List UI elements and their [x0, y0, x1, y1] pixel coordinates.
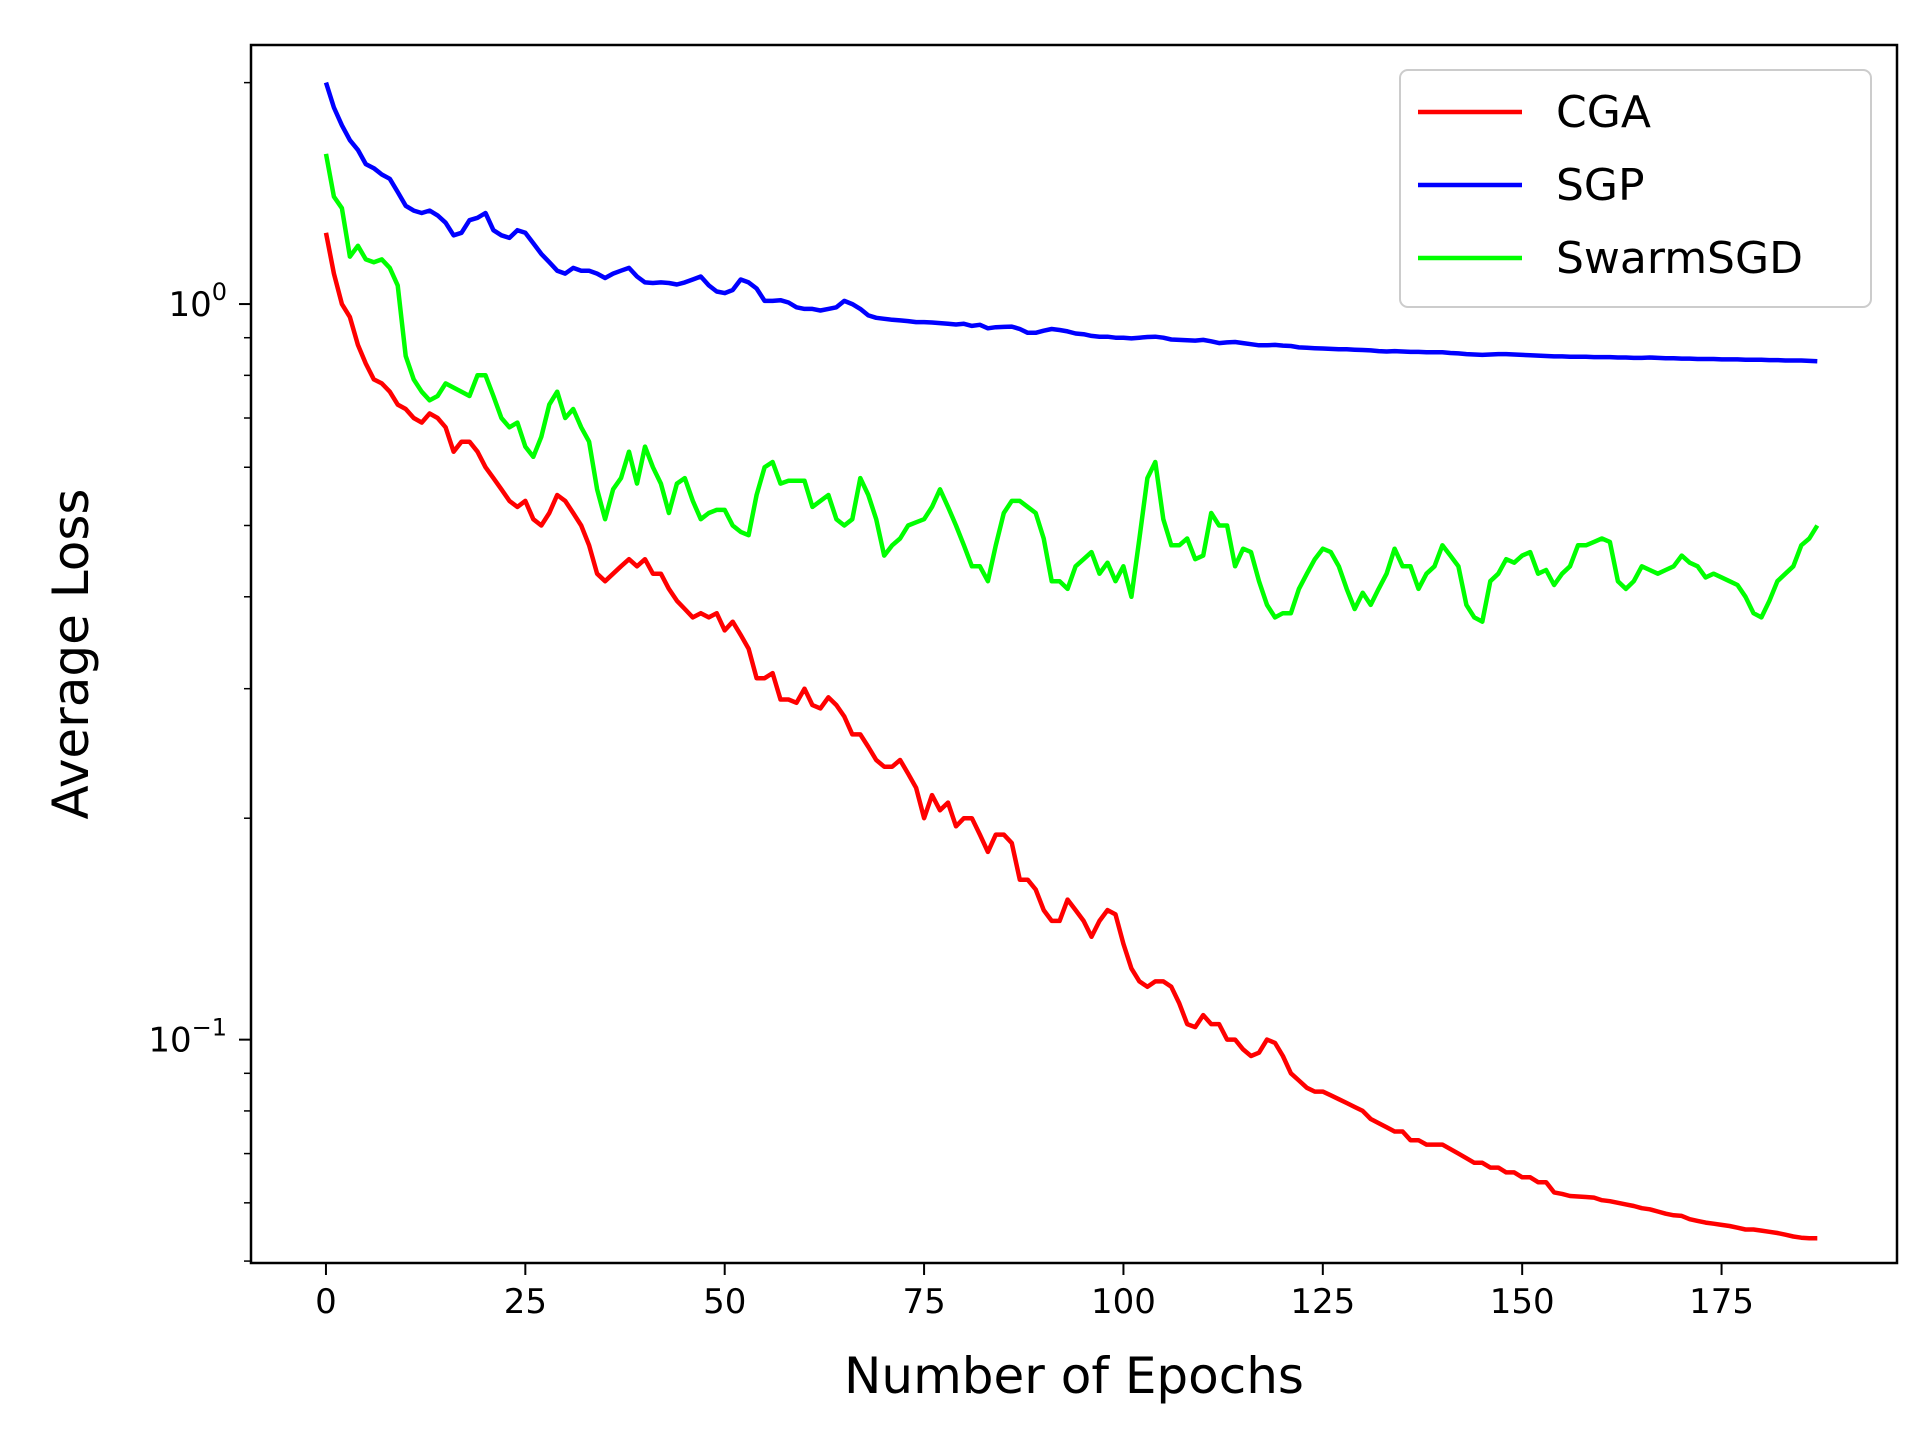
x-axis-title: Number of Epochs: [844, 1347, 1304, 1405]
x-tick-label: 175: [1689, 1282, 1754, 1322]
y-tick-label: 10−1: [148, 1014, 227, 1061]
x-tick-label: 0: [315, 1282, 337, 1322]
series-line-cga: [323, 232, 1818, 1241]
x-tick-label: 150: [1490, 1282, 1555, 1322]
y-axis-title: Average Loss: [42, 489, 100, 820]
legend-label-sgp: SGP: [1556, 160, 1645, 211]
x-tick-label: 125: [1290, 1282, 1355, 1322]
legend-box: [1399, 69, 1872, 308]
plot-frame: [249, 43, 1899, 1265]
series-line-swarmsgd: [323, 153, 1820, 624]
series-line-sgp: [323, 81, 1818, 364]
y-tick-label: 100: [168, 278, 227, 325]
x-tick-label: 75: [902, 1282, 945, 1322]
x-tick-label: 50: [703, 1282, 746, 1322]
axes-layer: 0 25 50 75 100 125 150 175 100 10−1: [148, 81, 1754, 1322]
legend-label-cga: CGA: [1556, 87, 1651, 138]
legend-label-swarmsgd: SwarmSGD: [1556, 233, 1803, 284]
legend: CGA SGP SwarmSGD: [1399, 69, 1872, 308]
x-tick-label: 100: [1091, 1282, 1156, 1322]
series-layer: [323, 81, 1820, 1241]
x-tick-label: 25: [504, 1282, 547, 1322]
